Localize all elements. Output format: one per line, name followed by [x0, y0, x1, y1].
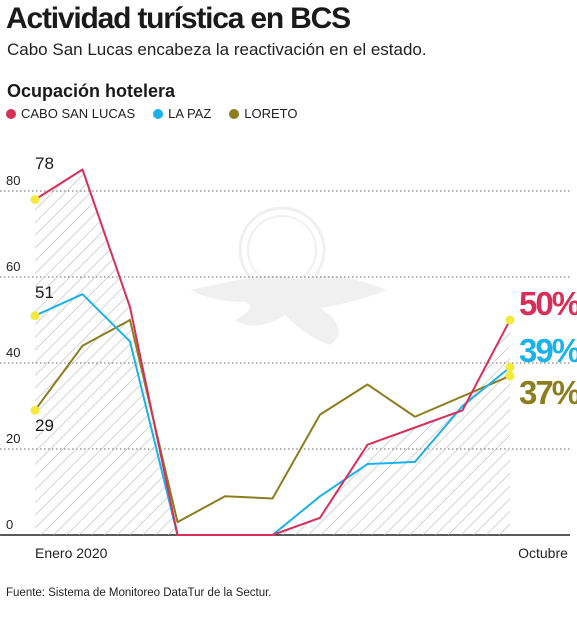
legend-label-lapaz: LA PAZ	[168, 106, 212, 121]
legend-swatch-cabo	[6, 108, 16, 119]
legend-swatch-loreto	[229, 108, 240, 119]
x-tick-label-start: Enero 2020	[35, 545, 108, 561]
marker-loreto-end	[505, 371, 515, 381]
cabo-area	[35, 169, 510, 535]
x-tick-label-end: Octubre	[518, 545, 568, 561]
marker-cabo-start	[30, 195, 40, 205]
end-label-loreto: 37%	[519, 374, 577, 411]
chart-subtitle: Cabo San Lucas encabeza la reactivación …	[7, 40, 427, 59]
legend-swatch-lapaz	[153, 108, 164, 119]
legend-item-cabo: CABO SAN LUCAS	[6, 106, 135, 121]
hatched-area	[35, 169, 510, 535]
series-layer	[30, 168, 515, 536]
start-label-loreto: 29	[35, 416, 54, 435]
y-tick-label-0: 0	[6, 517, 13, 532]
y-tick-label-60: 60	[6, 259, 20, 274]
source-note: Fuente: Sistema de Monitoreo DataTur de …	[6, 587, 272, 599]
marker-lapaz-start	[30, 311, 40, 321]
marker-lapaz-end	[505, 362, 515, 372]
chart-title: Actividad turística en BCS	[6, 2, 351, 35]
end-label-lapaz: 39%	[519, 332, 577, 369]
legend: CABO SAN LUCAS LA PAZ LORETO	[6, 106, 298, 121]
legend-label-loreto: LORETO	[244, 106, 298, 121]
section-heading: Ocupación hotelera	[7, 81, 176, 101]
watermark-eagle-icon	[190, 206, 388, 345]
end-label-cabo: 50%	[519, 285, 577, 322]
marker-cabo-end	[505, 315, 515, 325]
series-line-loreto	[34, 319, 511, 524]
legend-label-cabo: CABO SAN LUCAS	[21, 106, 136, 121]
start-label-cabo: 78	[35, 154, 54, 173]
y-tick-label-40: 40	[6, 345, 20, 360]
series-line-cabo	[34, 168, 511, 536]
marker-loreto-start	[30, 405, 40, 415]
start-label-lapaz: 51	[35, 283, 54, 302]
line-chart: 0 20 40 60 80 Enero 2020 Octubre 78 51 29 50% 39% 37…	[0, 154, 577, 561]
label-layer: 0 20 40 60 80 Enero 2020 Octubre 78 51 29 50% 39% 37…	[6, 154, 577, 561]
y-tick-label-80: 80	[6, 173, 20, 188]
legend-item-loreto: LORETO	[229, 106, 298, 121]
y-tick-label-20: 20	[6, 431, 20, 446]
legend-item-lapaz: LA PAZ	[153, 106, 211, 121]
